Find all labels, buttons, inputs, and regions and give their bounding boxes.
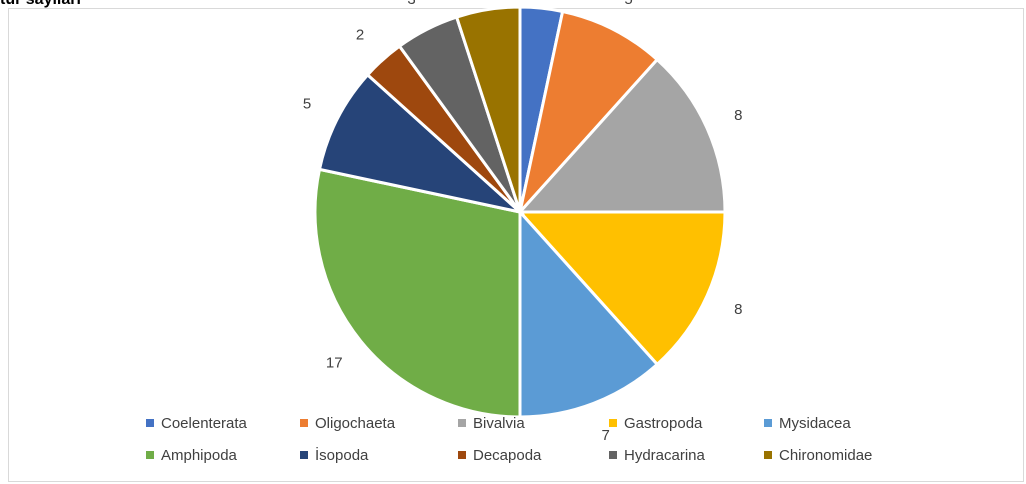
pie-data-labels: 25887175233 (303, 0, 743, 444)
data-label-oligochaeta: 5 (624, 0, 632, 8)
data-label-gastropoda: 8 (734, 301, 742, 318)
data-label-decapoda: 2 (356, 26, 364, 43)
pie-slice-mysidacea (518, 208, 660, 419)
pie-slice-i-sopoda (317, 72, 526, 215)
pie-slice-amphipoda (313, 167, 522, 419)
pie-slice-chironomidae (454, 5, 522, 213)
data-label-i-sopoda: 5 (303, 95, 311, 112)
data-label-hydracarina: 3 (407, 0, 415, 8)
pie-slice-oligochaeta (517, 9, 660, 218)
data-label-amphipoda: 17 (326, 354, 343, 371)
pie-slice-bivalvia (516, 57, 727, 214)
pie-slices (313, 5, 727, 419)
data-label-bivalvia: 8 (734, 107, 742, 124)
pie-slice-gastropoda (516, 210, 727, 367)
data-label-mysidacea: 7 (601, 427, 609, 444)
clipped-header-text: tür sayıları (0, 0, 81, 9)
